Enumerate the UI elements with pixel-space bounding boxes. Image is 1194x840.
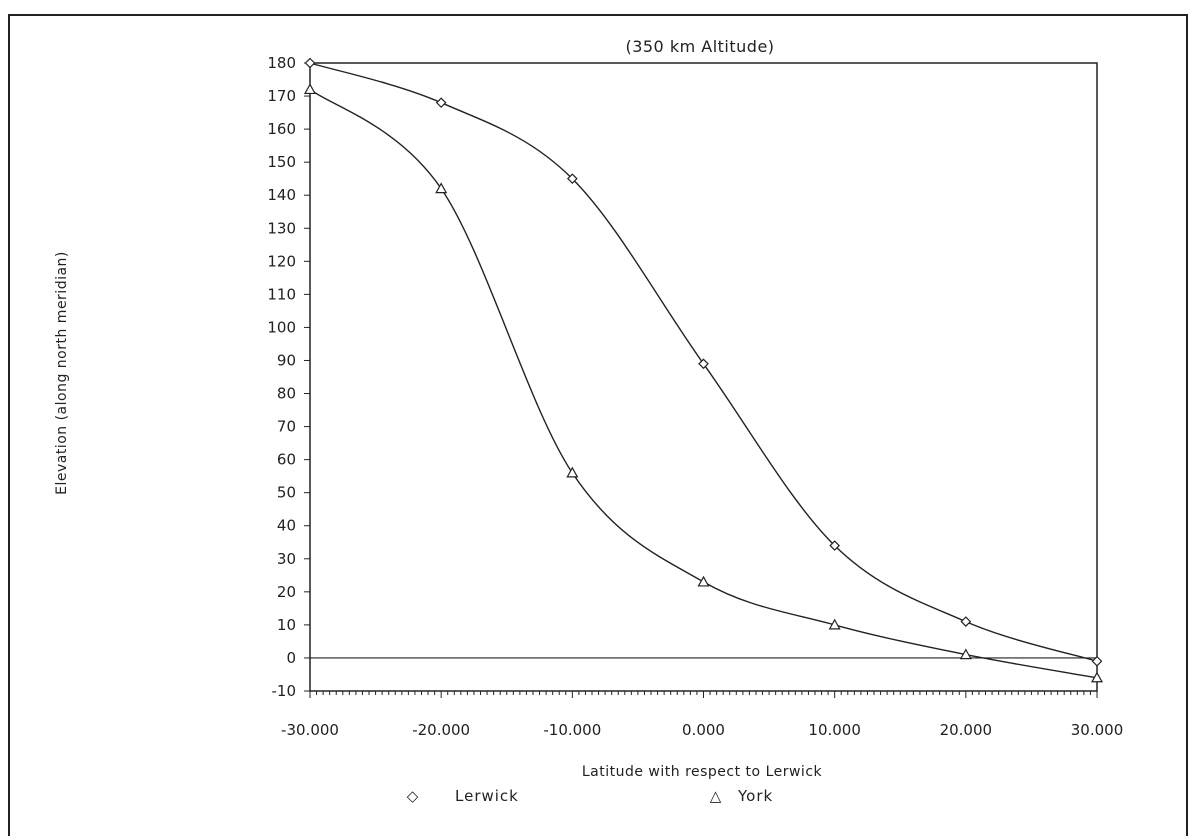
y-tick-label: 70 (277, 418, 296, 436)
x-axis-title: Latitude with respect to Lerwick (582, 764, 823, 780)
x-tick-label: -10.000 (543, 721, 601, 739)
y-tick-label: 60 (277, 451, 296, 469)
y-tick-label: 160 (267, 120, 296, 138)
y-tick-label: -10 (272, 682, 297, 700)
y-tick-label: 50 (277, 484, 296, 502)
y-tick-label: 170 (267, 87, 296, 105)
legend-symbol-york: △ (710, 787, 723, 805)
data-point-york (1090, 671, 1104, 683)
y-tick-label: 140 (267, 186, 296, 204)
data-point-lerwick (1091, 655, 1103, 667)
plot-border (309, 62, 1098, 692)
data-point-york (435, 182, 448, 194)
x-tick-label: 10.000 (808, 721, 861, 739)
y-tick-label: 180 (267, 54, 296, 72)
data-point-lerwick (698, 358, 709, 370)
data-point-york (697, 575, 710, 587)
data-point-lerwick (960, 616, 972, 627)
series-line-york (309, 88, 1098, 679)
y-tick-label: 120 (267, 252, 296, 270)
y-tick-label: 80 (277, 385, 296, 403)
data-point-york (566, 466, 579, 478)
data-point-york (303, 83, 317, 95)
data-point-lerwick (829, 540, 841, 551)
chart-title: (350 km Altitude) (625, 37, 774, 56)
legend: ◇ Lerwick △ York (407, 787, 773, 805)
x-tick-label: 0.000 (682, 721, 725, 739)
data-point-york (828, 618, 841, 630)
x-tick-label: -30.000 (281, 721, 339, 739)
legend-label-lerwick: Lerwick (455, 787, 519, 805)
data-point-lerwick (304, 57, 316, 69)
legend-label-york: York (737, 787, 773, 805)
y-tick-label: 10 (277, 616, 296, 634)
y-tick-label: 130 (267, 219, 296, 237)
data-point-york (959, 648, 972, 660)
x-tick-label: 30.000 (1071, 721, 1124, 739)
figure-frame (8, 14, 1188, 836)
plot-area: -10 0 10 20 30 40 50 60 70 80 90 100 110 120 130 140 150… (267, 54, 1123, 739)
y-tick-label: 100 (267, 318, 296, 336)
data-point-lerwick (566, 173, 578, 185)
y-tick-label: 20 (277, 583, 296, 601)
x-tick-label: 20.000 (940, 721, 993, 739)
y-tick-label: 30 (277, 550, 296, 568)
data-point-lerwick (435, 97, 447, 109)
y-tick-label: 0 (286, 649, 296, 667)
x-tick-label: -20.000 (412, 721, 470, 739)
legend-symbol-lerwick: ◇ (407, 787, 420, 805)
y-axis-title: Elevation (along north meridian) (54, 251, 70, 495)
y-tick-label: 40 (277, 517, 296, 535)
y-tick-label: 90 (277, 351, 296, 369)
y-tick-label: 110 (267, 285, 296, 303)
y-tick-label: 150 (267, 153, 296, 171)
